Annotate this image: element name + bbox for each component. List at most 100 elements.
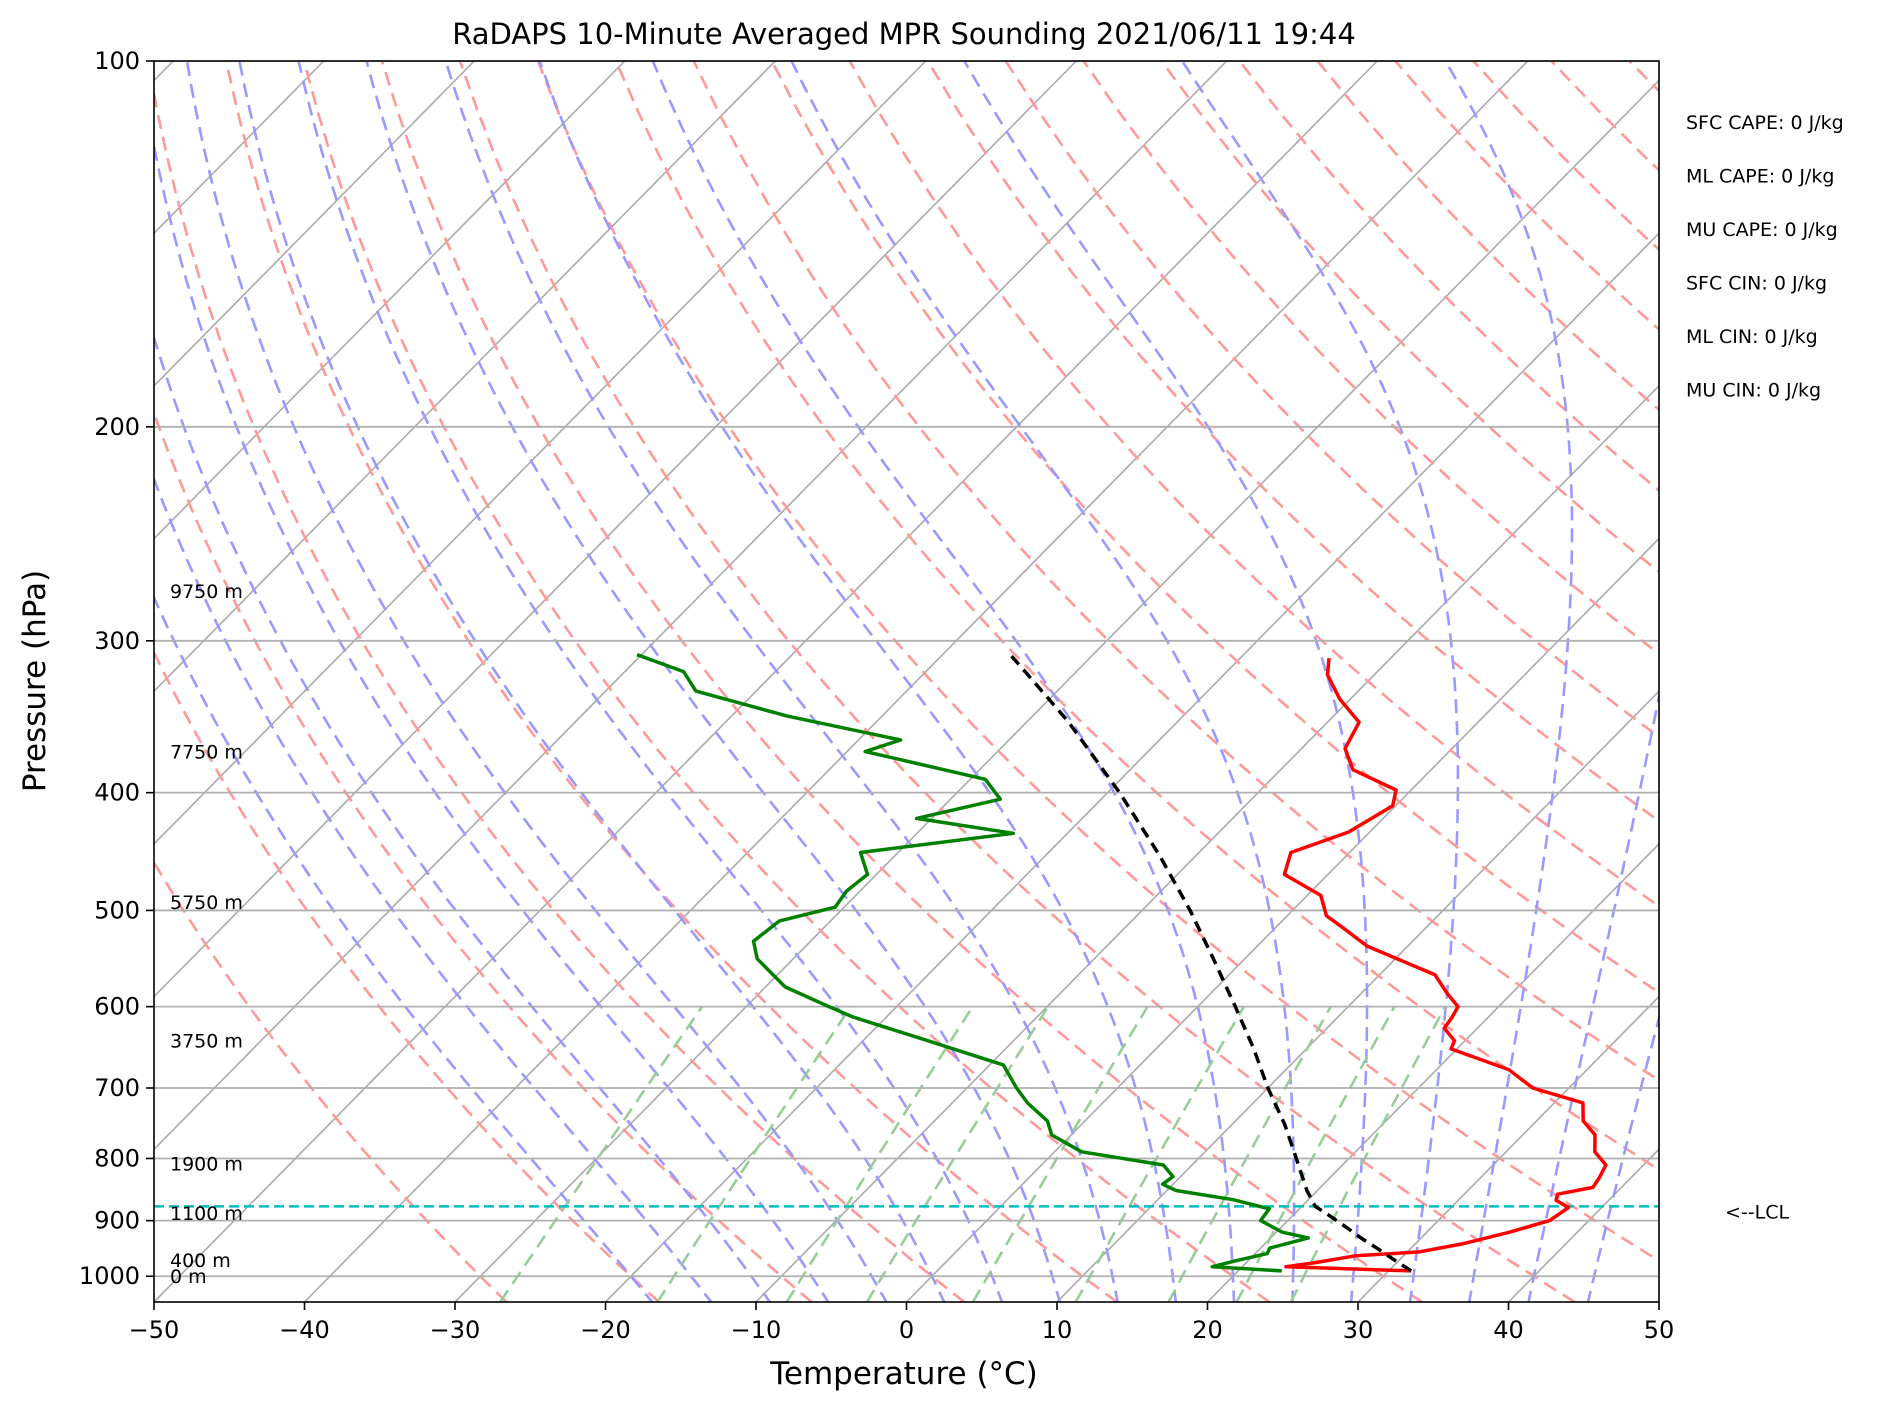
isotherm-line: [1206, 842, 1659, 1302]
isotherm-line: [454, 79, 1659, 1302]
mixing-ratio-line: [971, 1005, 1149, 1302]
y-tick-label: 200: [94, 413, 140, 441]
parcel-trace: [1008, 653, 1413, 1273]
moist-adiabat-line: [1444, 61, 1574, 1302]
moist-adiabat-line: [651, 61, 1236, 1302]
dry-adiabat-line: [154, 85, 966, 1302]
moist-adiabat-line: [444, 61, 1120, 1302]
background-lines: [154, 61, 1659, 1302]
x-tick-label: 50: [1644, 1316, 1675, 1344]
stability-index-text: SFC CAPE: 0 J/kg: [1686, 112, 1844, 134]
dry-adiabat-line: [614, 61, 1659, 1172]
y-axis-label: Pressure (hPa): [17, 570, 53, 792]
mixing-ratio-line: [656, 1005, 852, 1302]
mixing-ratio-line: [1167, 1005, 1332, 1302]
moist-adiabat-line: [538, 61, 1178, 1302]
dry-adiabat-line: [224, 61, 1118, 1302]
x-tick-label: 20: [1192, 1316, 1223, 1344]
dry-adiabat-line: [1082, 61, 1659, 656]
height-label: 7750 m: [170, 742, 243, 764]
y-tick-label: 300: [94, 627, 140, 655]
moist-adiabat-line: [185, 61, 888, 1302]
sounding-traces: [636, 653, 1608, 1273]
isotherm-line: [303, 61, 1529, 1302]
height-label: 400 m: [170, 1250, 231, 1272]
mixing-ratio-line: [1289, 1005, 1447, 1302]
moist-adiabat-line: [1586, 1012, 1659, 1302]
height-label: 1900 m: [170, 1154, 243, 1176]
moist-adiabat-line: [238, 61, 946, 1302]
y-tick-label: 500: [94, 896, 140, 924]
y-tick-label: 900: [94, 1207, 140, 1235]
moist-adiabat-line: [790, 61, 1296, 1302]
y-tick-label: 800: [94, 1144, 140, 1172]
isotherm-line: [905, 537, 1659, 1302]
dry-adiabat-line: [1004, 61, 1659, 739]
moist-adiabat-line: [963, 61, 1369, 1302]
chart-title: RaDAPS 10-Minute Averaged MPR Sounding 2…: [452, 17, 1356, 51]
stability-index-text: ML CAPE: 0 J/kg: [1686, 166, 1834, 188]
moist-adiabat-line: [1181, 61, 1460, 1302]
x-tick-label: −10: [731, 1316, 782, 1344]
x-tick-label: 40: [1493, 1316, 1524, 1344]
y-tick-label: 100: [94, 47, 140, 75]
dry-adiabat-line: [770, 61, 1659, 995]
isotherm-line: [154, 61, 1378, 1302]
dry-adiabat-line: [926, 61, 1659, 823]
stability-index-text: ML CIN: 0 J/kg: [1686, 326, 1818, 348]
lcl-label: <--LCL: [1725, 1201, 1789, 1223]
height-label: 1100 m: [170, 1203, 243, 1225]
moist-adiabat-line: [1527, 689, 1659, 1302]
x-tick-label: 10: [1042, 1316, 1073, 1344]
y-axis-ticks: 100 200 300 400 500 600 700 800 900 1000: [79, 47, 154, 1290]
height-label: 5750 m: [170, 892, 243, 914]
x-axis-label: Temperature (°C): [769, 1356, 1038, 1392]
dry-adiabat-line: [154, 860, 508, 1302]
x-tick-label: 30: [1343, 1316, 1374, 1344]
y-tick-label: 1000: [79, 1262, 140, 1290]
isotherm-line: [1056, 690, 1659, 1302]
isotherm-line: [154, 61, 626, 540]
x-tick-label: 0: [899, 1316, 914, 1344]
mixing-ratio-line: [865, 1005, 1050, 1302]
x-tick-label: −40: [279, 1316, 330, 1344]
stability-index-text: MU CAPE: 0 J/kg: [1686, 219, 1838, 241]
dry-adiabat-line: [848, 61, 1659, 908]
moist-adiabat-line: [154, 475, 713, 1302]
mixing-ratio-line: [1235, 1005, 1396, 1302]
x-tick-label: −30: [430, 1316, 481, 1344]
height-labels: 9750 m 7750 m 5750 m 3750 m 1900 m 1100 m 400 …: [170, 581, 1789, 1288]
dry-adiabat-line: [536, 61, 1659, 1263]
y-tick-label: 700: [94, 1074, 140, 1102]
temperature-trace: [1282, 657, 1608, 1273]
stability-index-text: MU CIN: 0 J/kg: [1686, 380, 1821, 402]
y-tick-label: 600: [94, 993, 140, 1021]
moist-adiabat-line: [154, 594, 654, 1302]
moist-adiabat-line: [154, 333, 772, 1302]
isotherm-line: [604, 232, 1659, 1302]
dewpoint-trace: [636, 653, 1311, 1273]
moist-adiabat-line: [297, 61, 1004, 1302]
dry-adiabat-line: [692, 61, 1659, 1083]
stability-index-text: SFC CIN: 0 J/kg: [1686, 273, 1827, 295]
mixing-ratio-line: [499, 1005, 704, 1302]
x-tick-label: −20: [580, 1316, 631, 1344]
dry-adiabat-line: [154, 409, 813, 1302]
x-axis-ticks: −50 −40 −30 −20 −10 0 10 20 30 40 50: [129, 1302, 1675, 1344]
dry-adiabat-line: [302, 61, 1271, 1302]
moist-adiabat-line: [365, 61, 1062, 1302]
pressure-grid: [154, 61, 1659, 1278]
height-label: 0 m: [170, 1266, 207, 1288]
isotherm-line: [154, 61, 1077, 998]
height-label: 3750 m: [170, 1031, 243, 1053]
isotherm-line: [154, 61, 776, 693]
mixing-ratio-line: [785, 1005, 974, 1302]
isotherm-line: [154, 61, 1228, 1151]
mixing-ratio-line: [1074, 1005, 1246, 1302]
isotherm-line: [154, 61, 475, 388]
dry-adiabat-line: [458, 61, 1576, 1302]
y-tick-label: 400: [94, 779, 140, 807]
dry-adiabat-line: [1160, 61, 1659, 574]
x-tick-label: −50: [129, 1316, 180, 1344]
